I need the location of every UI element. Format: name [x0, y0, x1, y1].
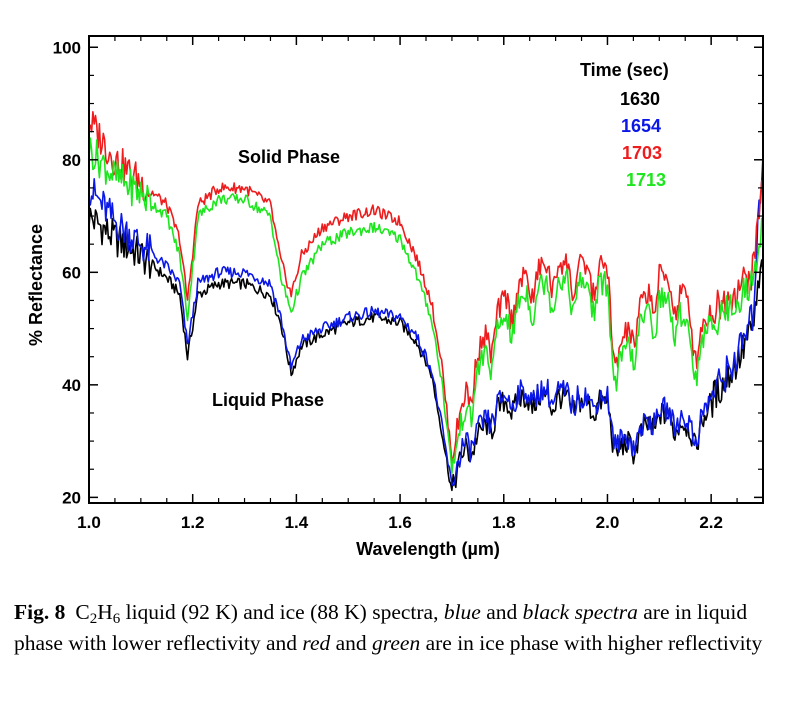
x-tick-label: 1.8 — [492, 513, 516, 532]
legend-item-1630: 1630 — [620, 89, 660, 109]
figure-number: Fig. 8 — [14, 600, 66, 624]
y-tick-label: 20 — [62, 488, 81, 507]
y-tick-label: 40 — [62, 376, 81, 395]
legend-item-1713: 1713 — [626, 170, 666, 190]
caption-text-5: are in ice phase with higher reflectivit… — [420, 631, 763, 655]
solid-phase-annotation: Solid Phase — [238, 147, 340, 167]
caption-black-spectra: black spectra — [522, 600, 638, 624]
figure-caption: Fig. 8 C2H6 liquid (92 K) and ice (88 K) … — [14, 597, 784, 659]
caption-green: green — [372, 631, 421, 655]
series-line-1654 — [89, 155, 763, 487]
caption-red: red — [302, 631, 331, 655]
caption-sub-6: 6 — [112, 611, 121, 627]
caption-text-1: liquid (92 K) and ice (88 K) spectra, — [120, 600, 444, 624]
x-axis-label: Wavelength (µm) — [356, 539, 500, 559]
labels-layer: 1.0 1.2 1.4 1.6 1.8 2.0 2.2 20 40 60 80 100 — [53, 38, 723, 532]
legend-item-1703: 1703 — [622, 143, 662, 163]
series-layer — [89, 111, 763, 492]
legend: 1630 1654 1703 1713 — [620, 89, 666, 190]
caption-sub-2: 2 — [89, 611, 98, 627]
x-tick-label: 2.2 — [699, 513, 723, 532]
x-tick-label: 1.0 — [77, 513, 101, 532]
caption-blue: blue — [443, 600, 481, 624]
legend-title: Time (sec) — [580, 60, 669, 80]
spectra-chart: 1.0 1.2 1.4 1.6 1.8 2.0 2.2 20 40 60 80 100 Wavelen… — [26, 35, 764, 559]
ticks-layer — [88, 36, 763, 503]
caption-text-h: H — [97, 600, 113, 624]
caption-text-2: and — [480, 600, 523, 624]
series-line-1713 — [89, 137, 763, 474]
x-tick-label: 2.0 — [596, 513, 620, 532]
y-tick-label: 80 — [62, 151, 81, 170]
series-line-1630 — [89, 207, 763, 492]
caption-text-4: and — [330, 631, 373, 655]
liquid-phase-annotation: Liquid Phase — [212, 390, 324, 410]
x-tick-label: 1.4 — [285, 513, 309, 532]
caption-text-3: are in liquid phase with lower reflectiv… — [14, 600, 748, 655]
y-tick-label: 100 — [53, 38, 81, 57]
y-axis-label: % Reflectance — [26, 224, 46, 346]
series-line-1703 — [89, 111, 763, 463]
legend-item-1654: 1654 — [621, 116, 661, 136]
x-tick-label: 1.6 — [388, 513, 412, 532]
x-tick-label: 1.2 — [181, 513, 205, 532]
caption-text-c: C — [75, 600, 90, 624]
y-tick-label: 60 — [62, 263, 81, 282]
